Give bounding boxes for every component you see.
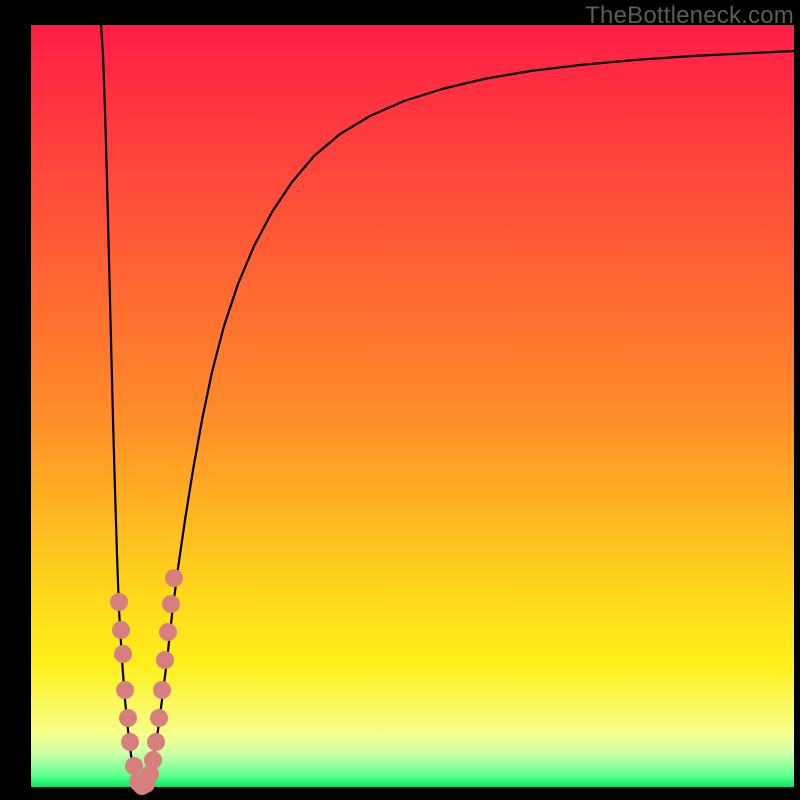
plot-overlay [0, 0, 800, 800]
scatter-point [116, 681, 134, 699]
scatter-point [159, 623, 177, 641]
chart-container: TheBottleneck.com [0, 0, 800, 800]
scatter-point [121, 733, 139, 751]
scatter-point [110, 593, 128, 611]
scatter-point [125, 757, 143, 775]
scatter-point [112, 621, 130, 639]
scatter-point [144, 751, 162, 769]
scatter-point [150, 709, 168, 727]
scatter-points [110, 569, 183, 795]
scatter-point [147, 733, 165, 751]
scatter-point [165, 569, 183, 587]
scatter-point [114, 645, 132, 663]
scatter-point [119, 709, 137, 727]
scatter-point [156, 651, 174, 669]
bottleneck-curve [101, 25, 794, 786]
scatter-point [162, 595, 180, 613]
scatter-point [153, 681, 171, 699]
